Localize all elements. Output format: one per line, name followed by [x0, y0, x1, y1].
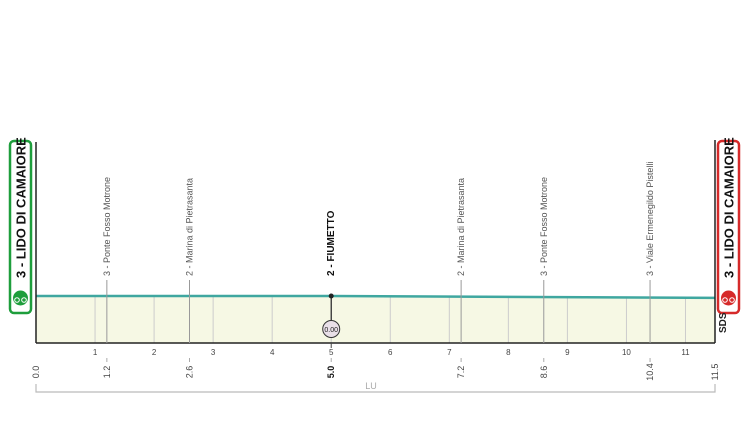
finish-km-label: 11.5: [710, 364, 720, 381]
waypoint-label: 2 - Marina di Pietrasanta: [456, 178, 466, 276]
km-tick-label: 11: [681, 348, 690, 357]
km-tick-label: 8: [506, 348, 511, 357]
finish-label-box: [716, 139, 741, 315]
waypoint-dot: [328, 293, 334, 299]
region-bracket: [35, 384, 716, 393]
km-tick-label: 10: [622, 348, 631, 357]
km-tick-label: 5: [329, 348, 334, 357]
start-km-label: 0.0: [31, 366, 41, 379]
bike-icon-wheel: [722, 297, 728, 303]
start-label-box: [8, 139, 33, 315]
km-tick-label: 9: [565, 348, 570, 357]
region-label: LU: [365, 381, 377, 391]
km-tick-label: 6: [388, 348, 393, 357]
waypoint-km-label: 1.2: [102, 366, 112, 379]
bike-icon-wheel: [729, 297, 735, 303]
bike-icon: [720, 289, 737, 307]
waypoint-label: 3 - Ponte Fosso Motrone: [102, 177, 112, 276]
profile-area: [36, 296, 715, 343]
sds-logo: SDS: [718, 312, 729, 333]
waypoint-km-label: 8.6: [539, 366, 549, 379]
intermediate-time: 0.00: [324, 327, 338, 334]
waypoint-label: 3 - Ponte Fosso Motrone: [539, 177, 549, 276]
km-tick-label: 7: [447, 348, 452, 357]
bike-icon: [12, 289, 29, 307]
finish-label: 3 - LIDO DI CAMAIORE: [722, 137, 737, 278]
bike-icon-wheel: [14, 297, 20, 303]
waypoint-label: 2 - Marina di Pietrasanta: [185, 178, 195, 276]
waypoint-label: 3 - Viale Ermenegildo Pistelli: [645, 162, 655, 276]
km-tick-label: 4: [270, 348, 275, 357]
km-tick-label: 2: [152, 348, 157, 357]
start-label: 3 - LIDO DI CAMAIORE: [14, 137, 29, 278]
bike-icon-wheel: [21, 297, 27, 303]
waypoint-km-label: 7.2: [456, 366, 466, 379]
waypoint-label: 2 - FIUMETTO: [326, 210, 337, 276]
waypoint-km-label: 5.0: [326, 366, 336, 379]
km-tick-label: 1: [93, 348, 98, 357]
stopwatch-icon: [322, 320, 341, 338]
km-tick-label: 3: [211, 348, 216, 357]
waypoint-km-label: 2.6: [185, 366, 195, 379]
waypoint-km-label: 10.4: [645, 363, 655, 381]
